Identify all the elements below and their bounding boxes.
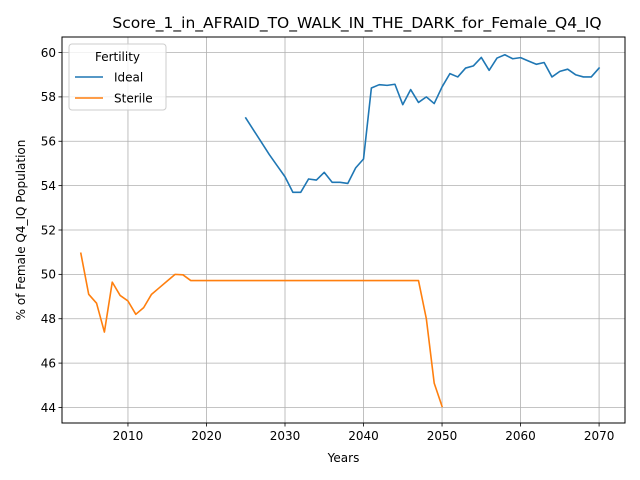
series-group [79,53,601,408]
y-tick-label: 46 [41,356,56,370]
grid [62,37,625,423]
chart-title: Score_1_in_AFRAID_TO_WALK_IN_THE_DARK_fo… [112,14,601,33]
x-tick-label: 2070 [584,429,615,443]
x-axis-ticks: 2010 2020 2030 2040 2050 2060 2070 [113,423,615,443]
x-tick-label: 2030 [270,429,301,443]
x-tick-label: 2040 [348,429,379,443]
legend-entry-ideal: Ideal [114,71,143,85]
y-axis-label: % of Female Q4_IQ Population [14,140,28,321]
y-tick-label: 58 [41,90,56,104]
y-axis-ticks: 44 46 48 50 52 54 56 58 60 [41,46,62,415]
y-tick-label: 50 [41,268,56,282]
x-tick-label: 2050 [427,429,458,443]
y-tick-label: 48 [41,312,56,326]
legend-title: Fertility [95,50,140,64]
y-tick-label: 44 [41,401,56,415]
x-axis-label: Years [327,451,360,465]
y-tick-label: 60 [41,46,56,60]
legend-box [68,43,167,111]
legend: Fertility Ideal Sterile [68,43,167,111]
x-tick-label: 2020 [191,429,222,443]
series-line-ideal [244,53,601,194]
y-tick-label: 52 [41,223,56,237]
y-tick-label: 56 [41,135,56,149]
legend-entry-sterile: Sterile [114,92,153,106]
x-tick-label: 2010 [113,429,144,443]
series-line-sterile [79,252,444,408]
x-tick-label: 2060 [505,429,536,443]
y-tick-label: 54 [41,179,56,193]
